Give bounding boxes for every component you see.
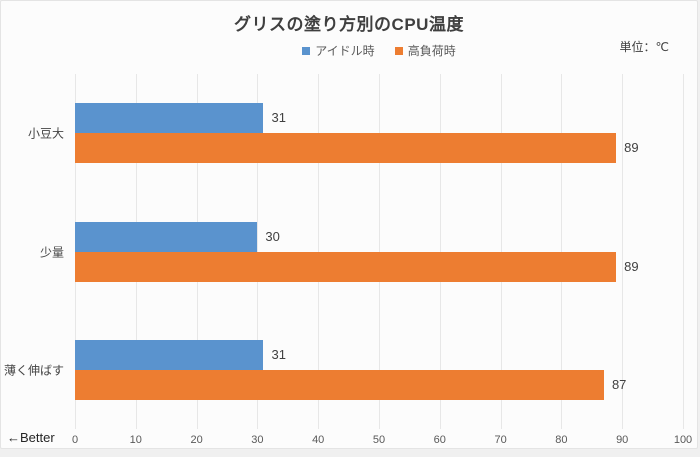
bar-value-label: 89 <box>624 258 639 274</box>
bar-アイドル時 <box>75 339 264 370</box>
x-tick-label: 60 <box>433 434 446 446</box>
bar-高負荷時 <box>75 133 617 164</box>
gridline <box>683 74 684 429</box>
bar-value-label: 89 <box>624 140 639 156</box>
x-tick-label: 100 <box>673 434 693 446</box>
category-axis: 小豆大少量薄く伸ばす <box>1 74 71 429</box>
gridline <box>622 74 624 429</box>
legend-color-swatch <box>302 46 311 55</box>
bar-アイドル時 <box>75 103 264 134</box>
x-tick-label: 50 <box>372 434 386 446</box>
better-annotation: ←Better <box>7 430 55 445</box>
legend-label: 高負荷時 <box>407 44 456 58</box>
plot-area: 31 89 30 89 31 87 <box>75 74 684 429</box>
x-tick-label: 10 <box>129 434 142 446</box>
legend-item: 高負荷時 <box>394 42 456 59</box>
bar-value-label: 31 <box>271 110 286 126</box>
legend-label: アイドル時 <box>315 44 375 58</box>
x-tick-label: 0 <box>71 434 79 446</box>
legend-color-swatch <box>394 46 403 55</box>
x-axis: 0 10 20 30 40 50 60 70 80 90 100 <box>71 434 692 448</box>
bar-value-label: 31 <box>271 346 286 362</box>
x-tick-label: 30 <box>251 434 264 446</box>
category-label: 少量 <box>39 245 64 259</box>
bar-value-label: 30 <box>265 228 280 244</box>
bar-value-label: 87 <box>611 376 627 392</box>
x-tick-label: 80 <box>555 434 568 446</box>
x-tick-label: 70 <box>494 434 507 446</box>
chart-canvas: グリスの塗り方別のCPU温度 アイドル時 高負荷時 単位：℃ 小豆大少量薄く伸ばす… <box>0 0 698 449</box>
x-tick-label: 90 <box>616 434 629 446</box>
bar-アイドル時 <box>75 221 258 252</box>
unit-label: 単位：℃ <box>619 40 669 54</box>
category-label: 薄く伸ばす <box>3 363 64 378</box>
chart-title: グリスの塗り方別のCPU温度 <box>234 15 464 34</box>
legend-item: アイドル時 <box>302 42 375 59</box>
bar-高負荷時 <box>75 251 617 282</box>
x-tick-label: 20 <box>190 434 203 446</box>
x-tick-label: 40 <box>312 434 325 446</box>
category-label: 小豆大 <box>27 126 64 141</box>
bar-高負荷時 <box>75 369 604 400</box>
chart-legend: アイドル時 高負荷時 <box>75 42 683 59</box>
